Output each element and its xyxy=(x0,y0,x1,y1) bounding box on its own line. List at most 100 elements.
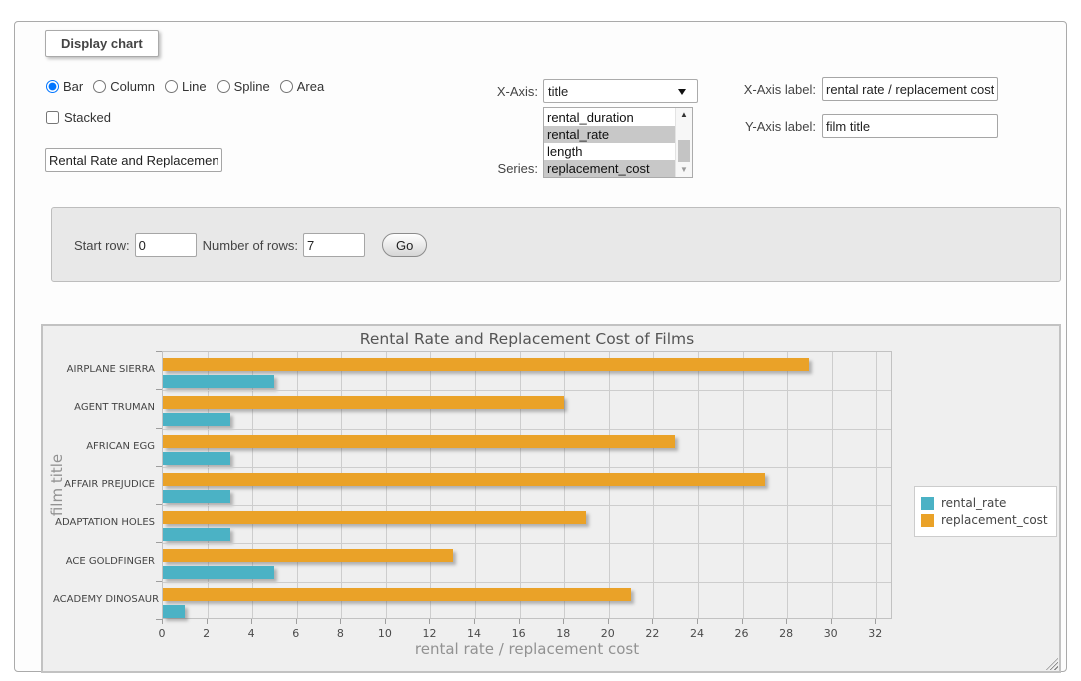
y-tick xyxy=(156,504,162,506)
x-axis-label: X-Axis: xyxy=(496,84,538,99)
chart-type-label: Spline xyxy=(233,79,270,94)
y-tick xyxy=(156,542,162,544)
chart-type-radio-spline[interactable] xyxy=(216,80,230,93)
chart-legend: rental_rate replacement_cost xyxy=(914,486,1057,537)
x-tick-label: 18 xyxy=(556,627,571,640)
category-label: AGENT TRUMAN xyxy=(74,402,155,414)
stacked-checkbox[interactable] xyxy=(46,111,59,124)
chart-type-label: Area xyxy=(296,79,325,94)
chart-type-radio-bar[interactable] xyxy=(46,80,59,93)
x-tick xyxy=(251,619,253,624)
x-tick-label: 10 xyxy=(377,627,392,640)
y-tick xyxy=(156,465,162,467)
x-tick xyxy=(162,619,163,624)
chart-type-radio-area[interactable] xyxy=(279,80,293,93)
plot-area xyxy=(162,351,892,619)
resize-handle-icon[interactable] xyxy=(1046,658,1058,670)
bar-rental_rate xyxy=(163,566,275,580)
scrollbar-thumb[interactable] xyxy=(678,140,690,162)
bar-rental_rate xyxy=(163,413,230,427)
x-axis-caption-input[interactable] xyxy=(822,77,998,101)
bar-rental_rate xyxy=(163,375,275,388)
series-scrollbar[interactable]: ▲ ▼ xyxy=(675,108,692,177)
x-axis-select[interactable]: title xyxy=(543,79,698,103)
chart-x-axis-label: rental rate / replacement cost xyxy=(414,640,640,658)
legend-label: rental_rate xyxy=(941,496,1007,510)
x-tick-label: 14 xyxy=(467,627,482,640)
x-tick-label: 20 xyxy=(600,627,615,640)
stacked-label: Stacked xyxy=(64,110,111,125)
series-listbox[interactable]: rental_duration rental_rate length replacem… xyxy=(543,107,693,178)
x-tick xyxy=(652,619,654,624)
bar-replacement_cost xyxy=(163,434,676,448)
legend-swatch xyxy=(921,496,934,510)
go-button[interactable]: Go xyxy=(382,233,428,257)
x-tick xyxy=(830,619,832,624)
x-tick xyxy=(340,619,342,624)
y-tick xyxy=(156,389,162,391)
x-tick-label: 26 xyxy=(734,627,749,640)
bar-replacement_cost xyxy=(163,511,587,525)
gridline-vertical xyxy=(831,352,833,618)
legend-swatch xyxy=(921,513,934,527)
chart-title: Rental Rate and Replacement Cost of Film… xyxy=(359,330,695,348)
x-tick-label: 32 xyxy=(868,627,883,640)
category-label: AIRPLANE SIERRA xyxy=(66,364,155,376)
x-tick-label: 2 xyxy=(203,627,211,640)
series-option-rental_rate[interactable]: rental_rate xyxy=(544,126,675,143)
chart-type-radio-group: Bar Column Line Spline Area xyxy=(46,79,324,94)
chevron-down-icon xyxy=(678,89,686,95)
x-tick xyxy=(206,619,208,624)
chart-title-input[interactable] xyxy=(45,148,222,172)
legend-label: replacement_cost xyxy=(941,513,1048,527)
category-label: ACE GOLDFINGER xyxy=(65,555,155,567)
y-tick xyxy=(156,580,162,582)
bar-replacement_cost xyxy=(163,587,631,601)
start-row-label: Start row: xyxy=(74,237,130,253)
gridline-vertical xyxy=(876,352,878,618)
legend-entry-replacement_cost: replacement_cost xyxy=(921,513,1048,527)
category-label: ACADEMY DINOSAUR xyxy=(53,593,160,605)
category-label: ADAPTATION HOLES xyxy=(55,517,155,529)
series-options: rental_duration rental_rate length replacem… xyxy=(544,109,675,177)
series-option-rental_duration[interactable]: rental_duration xyxy=(547,110,634,125)
x-tick-label: 12 xyxy=(422,627,437,640)
y-tick xyxy=(156,427,162,429)
gridline-horizontal xyxy=(163,505,891,507)
chart-type-label: Bar xyxy=(63,79,84,94)
bar-rental_rate xyxy=(163,489,230,503)
x-tick-label: 24 xyxy=(689,627,704,640)
gridline-horizontal xyxy=(163,390,891,392)
fieldset-legend: Display chart xyxy=(45,30,159,57)
gridline-horizontal xyxy=(163,466,891,468)
chart-type-radio-line[interactable] xyxy=(165,80,179,93)
series-option-replacement_cost[interactable]: replacement_cost xyxy=(544,160,675,177)
num-rows-input[interactable] xyxy=(303,233,365,257)
legend-entry-rental_rate: rental_rate xyxy=(921,496,1048,510)
y-axis-caption-input[interactable] xyxy=(822,114,998,138)
category-label: AFRICAN EGG xyxy=(86,440,155,452)
chart-type-option-area: Area xyxy=(279,79,325,94)
start-row-input[interactable] xyxy=(134,233,197,257)
x-tick-label: 6 xyxy=(292,627,300,640)
x-tick-label: 16 xyxy=(511,627,526,640)
chart-type-option-line: Line xyxy=(165,79,207,94)
scroll-down-icon[interactable]: ▼ xyxy=(680,165,688,174)
series-option-length[interactable]: length xyxy=(547,144,583,159)
chart-type-radio-column[interactable] xyxy=(93,80,107,93)
x-tick xyxy=(696,619,698,624)
x-tick xyxy=(518,619,520,624)
rows-form: Start row: Number of rows: Go xyxy=(51,207,1061,282)
rows-form-inner: Start row: Number of rows: Go xyxy=(74,233,428,257)
chart-type-option-spline: Spline xyxy=(216,79,270,94)
bar-rental_rate xyxy=(163,451,230,465)
gridline-vertical xyxy=(787,352,789,618)
series-label: Series: xyxy=(497,161,538,176)
x-tick xyxy=(429,619,431,624)
bar-rental_rate xyxy=(163,604,186,618)
scroll-up-icon[interactable]: ▲ xyxy=(680,110,688,119)
y-axis-caption-label: Y-Axis label: xyxy=(744,119,816,134)
bar-replacement_cost xyxy=(163,472,765,486)
